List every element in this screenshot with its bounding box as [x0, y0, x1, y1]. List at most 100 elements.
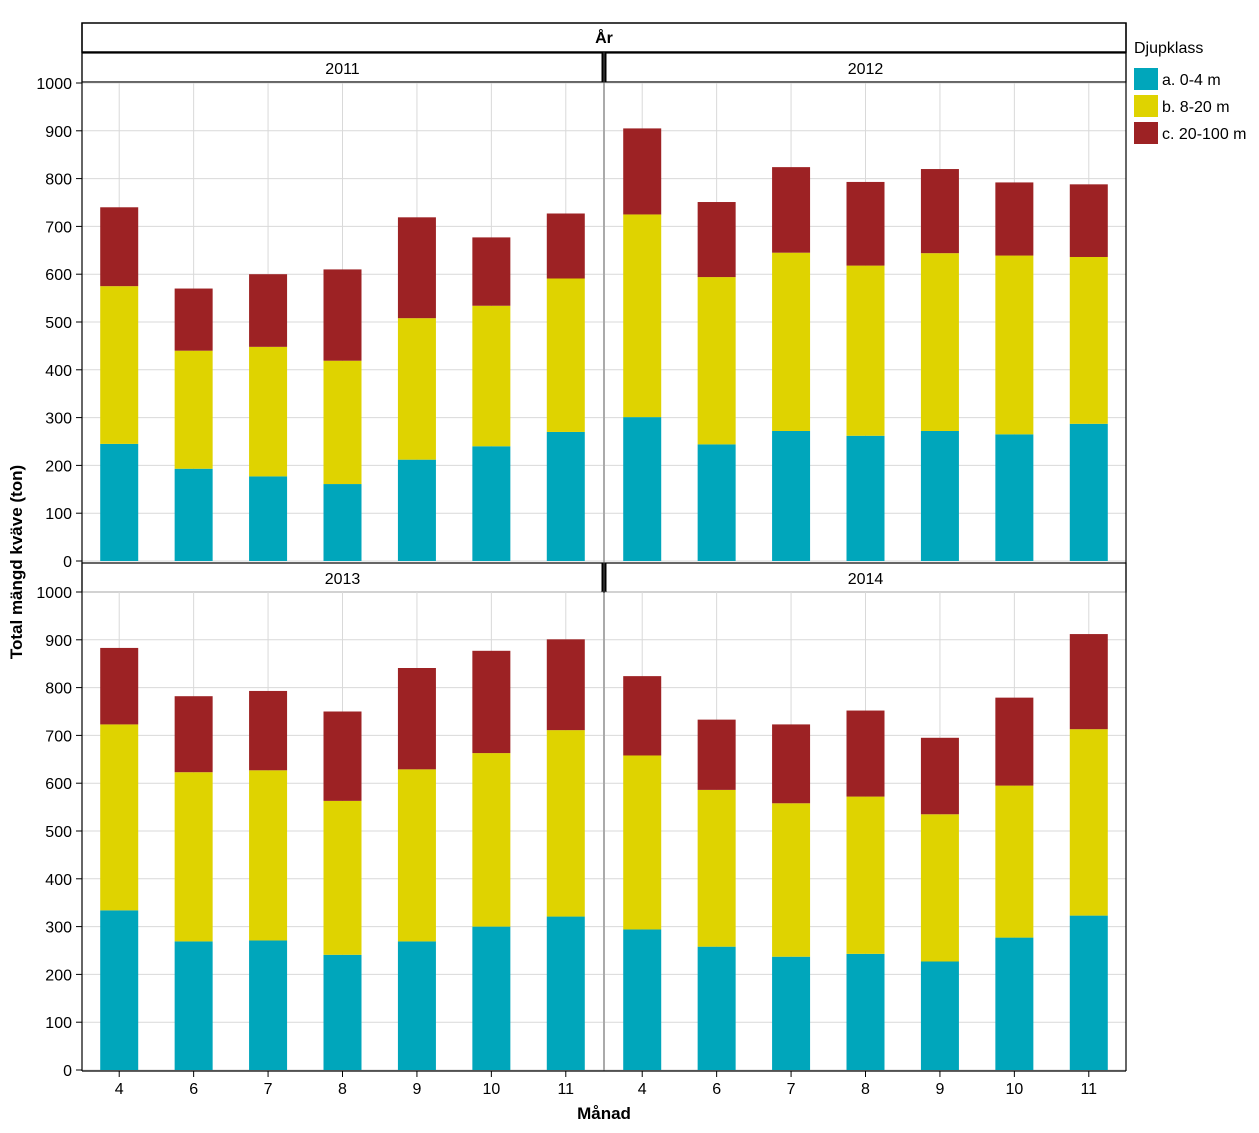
bar-2012-8-series-0 — [846, 435, 885, 561]
bar-2011-6-series-0 — [174, 468, 213, 561]
bar-2014-4-series-2 — [623, 676, 662, 756]
bar-2014-7-series-2 — [772, 724, 811, 804]
x-tick-label-col0: 8 — [338, 1081, 347, 1098]
bar-2011-9-series-2 — [397, 217, 436, 319]
panel-2013-title: 2013 — [325, 571, 361, 588]
bar-2014-7-series-0 — [772, 956, 811, 1070]
bar-2012-10-series-0 — [995, 434, 1034, 561]
x-tick-label-col1: 11 — [1080, 1081, 1097, 1098]
bar-2011-10-series-0 — [472, 446, 511, 561]
bar-2014-9-series-2 — [920, 737, 959, 815]
y-tick-label-row0: 500 — [45, 315, 72, 332]
bar-2013-9-series-1 — [397, 769, 436, 942]
bar-2013-11-series-1 — [546, 730, 585, 917]
y-tick-label-row1: 700 — [45, 728, 72, 745]
bar-2014-9-series-0 — [920, 961, 959, 1070]
y-tick-label-row1: 600 — [45, 776, 72, 793]
bar-2011-4-series-0 — [100, 443, 139, 561]
y-tick-label-row0: 100 — [45, 506, 72, 523]
bar-2011-7-series-1 — [249, 346, 288, 477]
bar-2012-4-series-1 — [623, 214, 662, 418]
bar-2011-10-series-1 — [472, 305, 511, 447]
y-tick-label-row0: 300 — [45, 411, 72, 428]
bar-2012-4-series-0 — [623, 417, 662, 561]
bar-2013-6-series-0 — [174, 941, 213, 1070]
bar-2014-4-series-0 — [623, 929, 662, 1070]
bar-2013-11-series-0 — [546, 916, 585, 1070]
bar-2014-11-series-0 — [1069, 915, 1108, 1070]
bar-2013-7-series-1 — [249, 770, 288, 941]
panel-2014-strip — [604, 562, 1127, 593]
bar-2013-8-series-0 — [323, 954, 362, 1070]
bar-2011-7-series-0 — [249, 476, 288, 561]
bar-2011-6-series-1 — [174, 350, 213, 469]
bar-2013-10-series-0 — [472, 926, 511, 1070]
bar-2013-4-series-0 — [100, 910, 139, 1070]
bar-2011-8-series-0 — [323, 484, 362, 561]
bar-2013-10-series-2 — [472, 650, 511, 754]
bar-2014-10-series-0 — [995, 937, 1034, 1070]
panel-2011-strip — [81, 52, 604, 83]
bar-2011-9-series-0 — [397, 459, 436, 561]
bar-2013-4-series-2 — [100, 647, 139, 725]
bar-2012-11-series-1 — [1069, 256, 1108, 424]
legend-swatch-0 — [1134, 68, 1158, 90]
x-tick-label-col0: 10 — [482, 1081, 500, 1098]
legend-swatch-2 — [1134, 122, 1158, 144]
bar-2012-6-series-2 — [697, 202, 736, 278]
facet-header-label: År — [595, 28, 613, 47]
bar-2011-7-series-2 — [249, 274, 288, 347]
bar-2014-6-series-1 — [697, 789, 736, 947]
bar-2013-9-series-0 — [397, 941, 436, 1070]
y-tick-label-row0: 700 — [45, 219, 72, 236]
bar-2012-7-series-1 — [772, 252, 811, 431]
bar-2012-9-series-2 — [920, 169, 959, 254]
bar-2012-4-series-2 — [623, 128, 662, 215]
x-tick-label-col0: 4 — [115, 1081, 124, 1098]
bar-2014-10-series-1 — [995, 785, 1034, 938]
x-tick-label-col1: 10 — [1005, 1081, 1023, 1098]
y-tick-label-row0: 200 — [45, 458, 72, 475]
bar-2011-11-series-2 — [546, 213, 585, 279]
bar-2014-6-series-0 — [697, 946, 736, 1070]
bar-2013-10-series-1 — [472, 753, 511, 927]
bar-2013-7-series-2 — [249, 690, 288, 771]
bar-2013-11-series-2 — [546, 639, 585, 731]
legend-swatch-1 — [1134, 95, 1158, 117]
y-tick-label-row0: 400 — [45, 363, 72, 380]
y-tick-label-row1: 100 — [45, 1015, 72, 1032]
legend-title: Djupklass — [1134, 40, 1203, 57]
bar-2012-7-series-0 — [772, 430, 811, 561]
y-tick-label-row0: 1000 — [36, 76, 72, 93]
x-axis-title: Månad — [577, 1104, 631, 1123]
y-tick-label-row0: 0 — [63, 554, 72, 571]
legend-label-2: c. 20-100 m — [1162, 126, 1246, 143]
bar-2014-9-series-1 — [920, 814, 959, 962]
y-axis-title: Total mängd kväve (ton) — [7, 465, 26, 659]
y-tick-label-row1: 500 — [45, 824, 72, 841]
bar-2011-6-series-2 — [174, 288, 213, 351]
bar-2012-11-series-2 — [1069, 184, 1108, 257]
bar-2014-8-series-0 — [846, 953, 885, 1070]
bar-2013-7-series-0 — [249, 940, 288, 1070]
panel-2014-title: 2014 — [848, 571, 884, 588]
y-tick-label-row1: 300 — [45, 920, 72, 937]
bar-2011-4-series-1 — [100, 286, 139, 444]
x-tick-label-col1: 4 — [638, 1081, 647, 1098]
bar-2014-11-series-1 — [1069, 729, 1108, 916]
bar-2011-4-series-2 — [100, 207, 139, 287]
bar-2012-9-series-0 — [920, 430, 959, 561]
bar-2012-10-series-2 — [995, 182, 1034, 256]
bar-2012-7-series-2 — [772, 167, 811, 253]
bar-2012-9-series-1 — [920, 253, 959, 431]
bar-2013-8-series-1 — [323, 800, 362, 955]
bar-2012-6-series-1 — [697, 277, 736, 445]
bar-2014-8-series-2 — [846, 710, 885, 797]
x-tick-label-col1: 9 — [935, 1081, 944, 1098]
bar-2011-11-series-1 — [546, 278, 585, 432]
bar-2013-6-series-2 — [174, 696, 213, 773]
bar-2012-11-series-0 — [1069, 423, 1108, 561]
bar-2011-8-series-1 — [323, 360, 362, 485]
